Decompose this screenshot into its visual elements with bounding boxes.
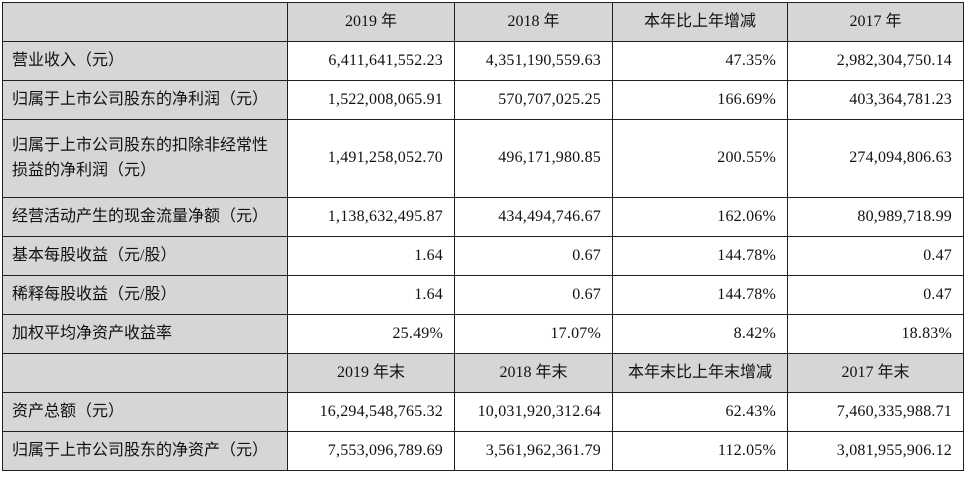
value-2018: 4,351,190,559.63 <box>454 41 613 81</box>
value-yoy-change: 8.42% <box>612 314 788 354</box>
row-label: 稀释每股收益（元/股） <box>2 275 288 315</box>
corner-blank-cell <box>2 2 288 42</box>
row-label: 经营活动产生的现金流量净额（元） <box>2 197 288 237</box>
value-2019: 6,411,641,552.23 <box>287 41 455 81</box>
col-header-2019-yearend: 2019 年末 <box>287 353 455 393</box>
col-header-2019: 2019 年 <box>287 2 455 42</box>
col-header-2018-yearend: 2018 年末 <box>454 353 613 393</box>
col-header-2018: 2018 年 <box>454 2 613 42</box>
value-2019: 1,522,008,065.91 <box>287 80 455 120</box>
value-yoy-change: 144.78% <box>612 275 788 315</box>
row-label: 归属于上市公司股东的净资产（元） <box>2 431 288 471</box>
value-2017: 274,094,806.63 <box>787 119 964 198</box>
row-label: 基本每股收益（元/股） <box>2 236 288 276</box>
table-row-net-assets: 归属于上市公司股东的净资产（元） 7,553,096,789.69 3,561,… <box>2 431 964 471</box>
value-2018: 10,031,920,312.64 <box>454 392 613 432</box>
value-2018: 0.67 <box>454 236 613 276</box>
table-row-net-profit: 归属于上市公司股东的净利润（元） 1,522,008,065.91 570,70… <box>2 80 964 120</box>
value-2017: 3,081,955,906.12 <box>787 431 964 471</box>
value-2018: 570,707,025.25 <box>454 80 613 120</box>
value-2017: 2,982,304,750.14 <box>787 41 964 81</box>
row-label: 加权平均净资产收益率 <box>2 314 288 354</box>
value-2019: 1.64 <box>287 275 455 315</box>
table-row-total-assets: 资产总额（元） 16,294,548,765.32 10,031,920,312… <box>2 392 964 432</box>
value-2018: 3,561,962,361.79 <box>454 431 613 471</box>
value-2019: 7,553,096,789.69 <box>287 431 455 471</box>
yearend-header-row: 2019 年末 2018 年末 本年末比上年末增减 2017 年末 <box>2 353 964 393</box>
value-yoy-change: 162.06% <box>612 197 788 237</box>
col-header-2017-yearend: 2017 年末 <box>787 353 964 393</box>
table-row-operating-cash-flow: 经营活动产生的现金流量净额（元） 1,138,632,495.87 434,49… <box>2 197 964 237</box>
row-label: 营业收入（元） <box>2 41 288 81</box>
value-2017: 18.83% <box>787 314 964 354</box>
value-2017: 7,460,335,988.71 <box>787 392 964 432</box>
annual-header-row: 2019 年 2018 年 本年比上年增减 2017 年 <box>2 2 964 42</box>
row-label: 资产总额（元） <box>2 392 288 432</box>
value-2017: 403,364,781.23 <box>787 80 964 120</box>
col-header-yearend-change: 本年末比上年末增减 <box>612 353 788 393</box>
row-label: 归属于上市公司股东的净利润（元） <box>2 80 288 120</box>
value-2019: 1,138,632,495.87 <box>287 197 455 237</box>
value-yoy-change: 144.78% <box>612 236 788 276</box>
financial-summary-table: 2019 年 2018 年 本年比上年增减 2017 年 营业收入（元） 6,4… <box>2 2 964 471</box>
value-2018: 434,494,746.67 <box>454 197 613 237</box>
value-2019: 1.64 <box>287 236 455 276</box>
value-2019: 16,294,548,765.32 <box>287 392 455 432</box>
value-2017: 80,989,718.99 <box>787 197 964 237</box>
table-row-basic-eps: 基本每股收益（元/股） 1.64 0.67 144.78% 0.47 <box>2 236 964 276</box>
row-label: 归属于上市公司股东的扣除非经常性损益的净利润（元） <box>2 119 288 198</box>
table-row-diluted-eps: 稀释每股收益（元/股） 1.64 0.67 144.78% 0.47 <box>2 275 964 315</box>
table-row-net-profit-excl-nonrecurring: 归属于上市公司股东的扣除非经常性损益的净利润（元） 1,491,258,052.… <box>2 119 964 198</box>
value-yoy-change: 47.35% <box>612 41 788 81</box>
value-2018: 17.07% <box>454 314 613 354</box>
value-2019: 25.49% <box>287 314 455 354</box>
value-yoy-change: 62.43% <box>612 392 788 432</box>
table-row-weighted-avg-roe: 加权平均净资产收益率 25.49% 17.07% 8.42% 18.83% <box>2 314 964 354</box>
value-2017: 0.47 <box>787 236 964 276</box>
table-row-revenue: 营业收入（元） 6,411,641,552.23 4,351,190,559.6… <box>2 41 964 81</box>
value-yoy-change: 166.69% <box>612 80 788 120</box>
corner-blank-cell <box>2 353 288 393</box>
value-2017: 0.47 <box>787 275 964 315</box>
col-header-yoy-change: 本年比上年增减 <box>612 2 788 42</box>
value-2019: 1,491,258,052.70 <box>287 119 455 198</box>
value-2018: 0.67 <box>454 275 613 315</box>
value-yoy-change: 200.55% <box>612 119 788 198</box>
value-2018: 496,171,980.85 <box>454 119 613 198</box>
value-yoy-change: 112.05% <box>612 431 788 471</box>
col-header-2017: 2017 年 <box>787 2 964 42</box>
